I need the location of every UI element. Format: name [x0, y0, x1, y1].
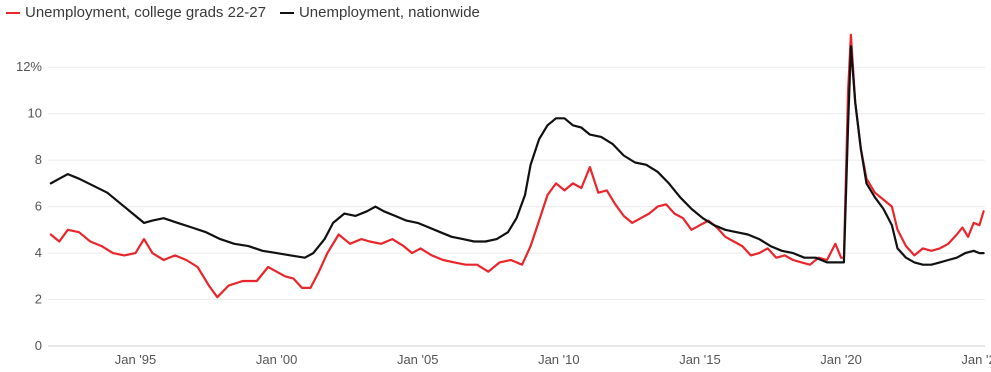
y-tick-label: 2 — [35, 292, 42, 307]
y-tick-label: 0 — [35, 338, 42, 353]
legend-swatch-nationwide — [279, 11, 294, 14]
series-lines — [49, 33, 985, 299]
x-tick-label: Jan '15 — [679, 352, 721, 367]
x-tick-label: Jan '20 — [820, 352, 862, 367]
legend: Unemployment, college grads 22-27 Unempl… — [6, 4, 480, 21]
y-tick-label: 10 — [28, 106, 42, 121]
legend-item-nationwide: Unemployment, nationwide — [279, 4, 480, 21]
x-tick-label: Jan '05 — [397, 352, 439, 367]
gridlines — [48, 66, 985, 347]
legend-swatch-college-grads — [6, 11, 20, 14]
y-tick-label: 8 — [35, 152, 42, 167]
x-tick-label: Jan '25 — [961, 352, 991, 367]
x-tick-label: Jan '00 — [256, 352, 298, 367]
legend-label-nationwide: Unemployment, nationwide — [298, 4, 480, 21]
y-tick-label: 4 — [35, 245, 42, 260]
y-tick-label: 12% — [16, 59, 42, 74]
y-axis-tick-labels: 0 2 4 6 8 10 12% — [16, 59, 42, 353]
x-tick-label: Jan '95 — [115, 352, 157, 367]
legend-item-college-grads: Unemployment, college grads 22-27 — [6, 4, 266, 21]
x-axis-tick-labels: Jan '95 Jan '00 Jan '05 Jan '10 Jan '15 Jan '… — [115, 352, 991, 367]
series-line-nationwide — [49, 45, 985, 266]
x-tick-label: Jan '10 — [538, 352, 580, 367]
y-tick-label: 6 — [35, 199, 42, 214]
legend-label-college-grads: Unemployment, college grads 22-27 — [25, 4, 266, 21]
